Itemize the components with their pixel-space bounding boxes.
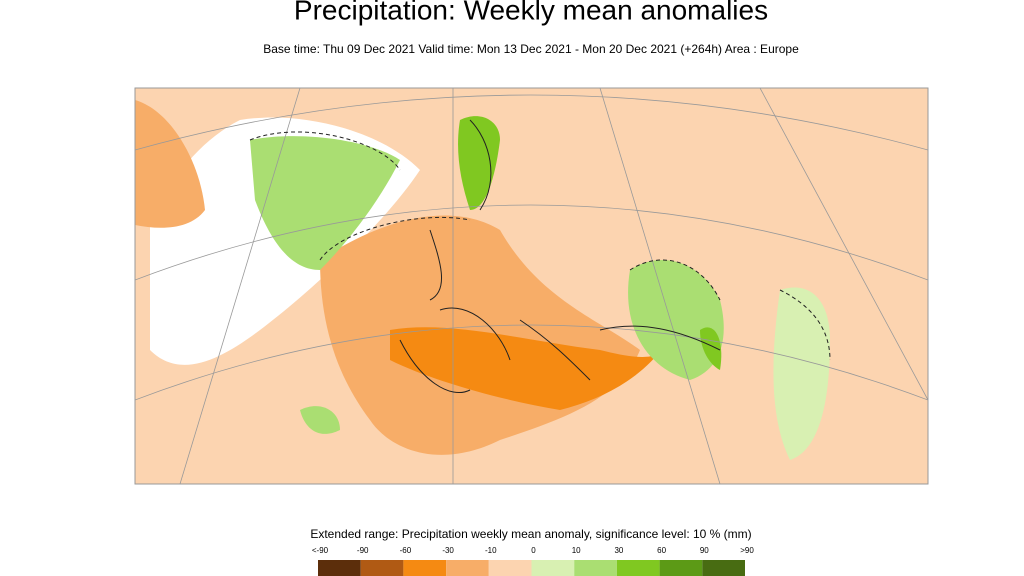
subtitle: Base time: Thu 09 Dec 2021 Valid time: M…: [263, 42, 799, 56]
legend-title: Extended range: Precipitation weekly mea…: [310, 527, 751, 541]
legend-label: 30: [614, 546, 623, 555]
map: [134, 87, 929, 485]
legend-swatch: [446, 560, 489, 576]
legend-label: -60: [400, 546, 412, 555]
legend-label: -10: [485, 546, 497, 555]
legend-label: 0: [531, 546, 536, 555]
legend-swatch: [360, 560, 404, 576]
legend-swatch: [531, 560, 575, 576]
legend-label: -90: [357, 546, 369, 555]
title: Precipitation: Weekly mean anomalies: [294, 0, 768, 25]
legend-label: 90: [700, 546, 709, 555]
legend: <-90 -90 -60 -30 -10 0 10 30 60 90 >90: [312, 546, 754, 576]
legend-swatch: [318, 560, 361, 576]
legend-swatch: [403, 560, 447, 576]
legend-swatch: [616, 560, 660, 576]
legend-swatch: [488, 560, 532, 576]
legend-label: 10: [572, 546, 581, 555]
legend-label: 60: [657, 546, 666, 555]
legend-label: >90: [740, 546, 754, 555]
legend-swatch: [574, 560, 617, 576]
legend-swatch: [702, 560, 745, 576]
legend-label: <-90: [312, 546, 329, 555]
legend-swatch: [659, 560, 703, 576]
legend-label: -30: [442, 546, 454, 555]
